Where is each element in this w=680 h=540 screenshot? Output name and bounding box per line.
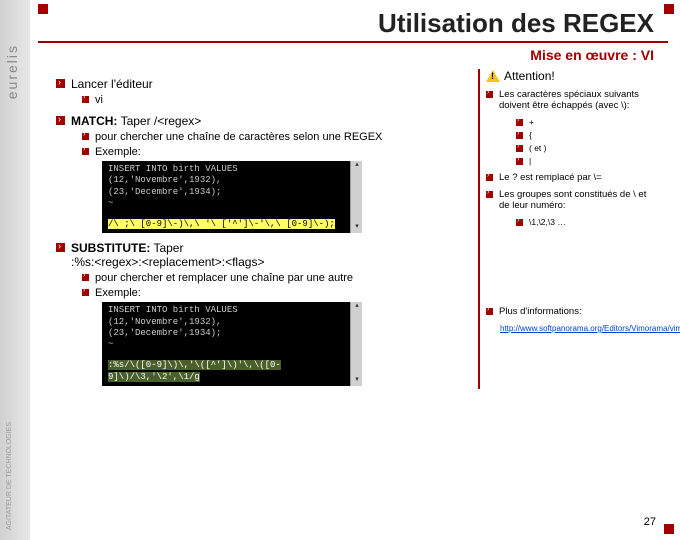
bullet-icon [516, 119, 523, 126]
vi-label: vi [95, 94, 103, 106]
term-line: ~ [108, 198, 356, 209]
term-line: :%s/\([0-9]\)\,'\([^']\)'\,\([0-9]\)/\3,… [108, 360, 356, 383]
bullet-icon [82, 133, 89, 140]
term-line: (12,'Novembre',1932), [108, 317, 356, 328]
terminal-match: INSERT INTO birth VALUES (12,'Novembre',… [102, 161, 362, 233]
match-heading: MATCH: MATCH: Taper /<regex>Taper /<rege… [71, 114, 201, 128]
bullet-icon [516, 219, 523, 226]
char-item: | [529, 156, 531, 166]
bullet-icon [82, 274, 89, 281]
attention-heading: Attention! [504, 69, 555, 83]
page-number: 27 [644, 516, 656, 528]
bullet-icon [82, 96, 89, 103]
example-label: Exemple: [95, 287, 141, 299]
term-line: (12,'Novembre',1932), [108, 175, 356, 186]
bullet-icon [82, 148, 89, 155]
corner-decoration [664, 524, 674, 534]
term-line: INSERT INTO birth VALUES [108, 305, 356, 316]
info-link[interactable]: http://www.softpanorama.org/Editors/Vimo… [500, 324, 680, 333]
bullet-icon [516, 145, 523, 152]
term-line: ~ [108, 339, 356, 350]
sub-desc: pour chercher et remplacer une chaîne pa… [95, 272, 353, 284]
bullet-icon [486, 308, 493, 315]
bullet-icon [516, 132, 523, 139]
warning-icon [486, 70, 500, 82]
term-line: (23,'Decembre',1934); [108, 187, 356, 198]
groups-text: Les groupes sont constitués de \ et de l… [499, 189, 658, 211]
bullet-icon [516, 158, 523, 165]
bullet-icon [486, 191, 493, 198]
char-item: + [529, 117, 534, 127]
launch-heading: Lancer l'éditeur [71, 77, 153, 91]
left-column: Lancer l'éditeur vi MATCH: MATCH: Taper … [38, 69, 478, 389]
left-sidebar: eurelis AGITATEUR DE TECHNOLOGIES [0, 0, 30, 540]
page-subtitle: Mise en œuvre : VI [38, 43, 668, 69]
char-item: { [529, 130, 532, 140]
scrollbar[interactable]: ▴ ▾ [350, 161, 362, 233]
char-item: ( et ) [529, 143, 546, 153]
terminal-substitute: INSERT INTO birth VALUES (12,'Novembre',… [102, 302, 362, 386]
brand-logo: eurelis [4, 44, 20, 99]
bullet-icon [56, 116, 65, 125]
special-chars-text: Les caractères spéciaux suivants doivent… [499, 89, 658, 111]
bullet-icon [56, 79, 65, 88]
term-line: INSERT INTO birth VALUES [108, 164, 356, 175]
bullet-icon [56, 243, 65, 252]
group-item: \1,\2,\3 … [529, 217, 566, 227]
bullet-icon [486, 91, 493, 98]
bullet-icon [82, 289, 89, 296]
bullet-icon [486, 174, 493, 181]
example-label: Exemple: [95, 146, 141, 158]
term-line: /\ ;\ [0-9]\-)\,\ '\ ['^']\-'\,\ [0-9]\-… [108, 219, 356, 230]
scrollbar[interactable]: ▴ ▾ [350, 302, 362, 386]
page-title: Utilisation des REGEX [38, 8, 668, 43]
substitute-heading: SUBSTITUTE: Taper:%s:<regex>:<replacemen… [71, 241, 264, 269]
term-line: (23,'Decembre',1934); [108, 328, 356, 339]
right-column: Attention! Les caractères spéciaux suiva… [478, 69, 658, 389]
match-desc: pour chercher une chaîne de caractères s… [95, 131, 382, 143]
copyright-text: AGITATEUR DE TECHNOLOGIES [6, 422, 13, 530]
more-info-text: Plus d'informations: [499, 306, 582, 317]
question-mark-text: Le ? est remplacé par \= [499, 172, 602, 183]
